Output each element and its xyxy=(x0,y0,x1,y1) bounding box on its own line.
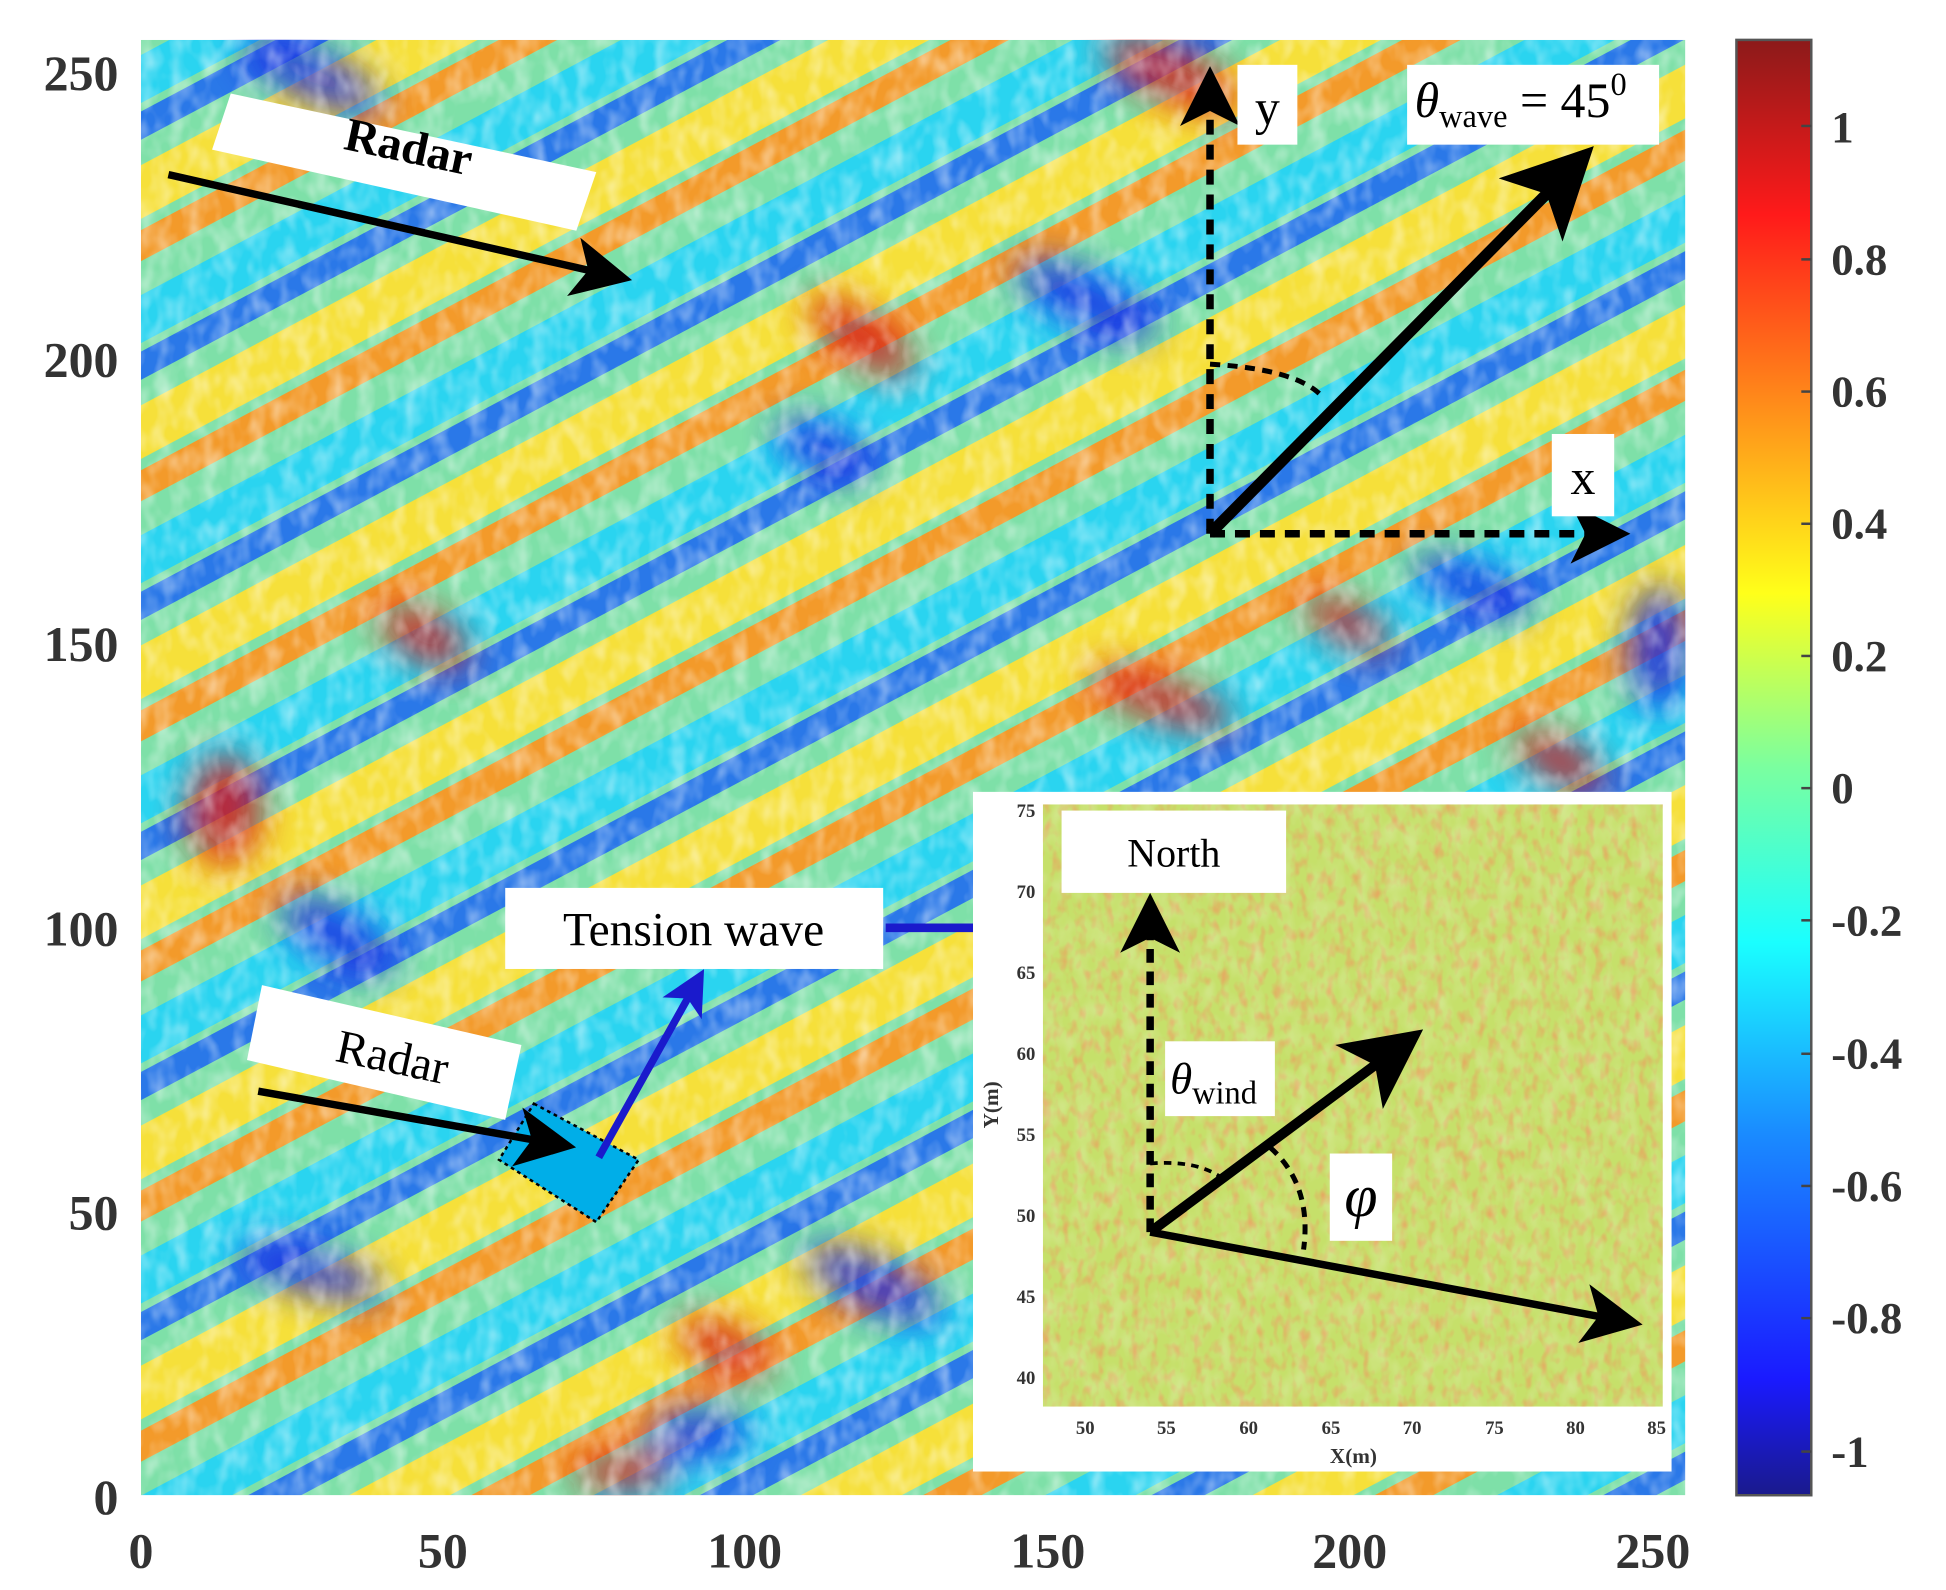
svg-text:-0.2: -0.2 xyxy=(1831,895,1902,945)
svg-text:50: 50 xyxy=(69,1186,119,1241)
svg-text:55: 55 xyxy=(1017,1125,1036,1146)
axis-y-label: y xyxy=(1237,64,1298,145)
inset-panel: 40 45 50 55 60 65 70 75 50 55 60 65 70 7… xyxy=(973,791,1672,1472)
radar-label-bottom: Radar xyxy=(246,985,522,1120)
theta-wind-label: θwind xyxy=(1165,1041,1275,1117)
svg-text:50: 50 xyxy=(418,1524,468,1579)
svg-text:65: 65 xyxy=(1017,963,1036,984)
svg-text:0.2: 0.2 xyxy=(1831,631,1887,681)
svg-text:y: y xyxy=(1255,81,1280,136)
axis-x-label: x xyxy=(1551,433,1615,517)
svg-text:80: 80 xyxy=(1566,1418,1585,1439)
tension-wave-label: Tension wave xyxy=(505,887,884,969)
svg-text:250: 250 xyxy=(1615,1524,1690,1579)
svg-text:0.8: 0.8 xyxy=(1831,234,1887,284)
phi-label: φ xyxy=(1329,1153,1393,1241)
x-axis-ticks: 0 50 100 150 200 250 xyxy=(128,1524,1690,1579)
svg-text:0: 0 xyxy=(128,1524,153,1579)
colorbar: 1 0.8 0.6 0.4 0.2 0 -0.2 -0.4 -0.6 -0.8 … xyxy=(1735,38,1902,1497)
svg-text:75: 75 xyxy=(1017,801,1036,822)
svg-text:55: 55 xyxy=(1157,1418,1176,1439)
svg-text:250: 250 xyxy=(44,46,119,101)
svg-text:Tension wave: Tension wave xyxy=(563,904,824,956)
svg-text:150: 150 xyxy=(1010,1524,1085,1579)
svg-text:150: 150 xyxy=(44,617,119,672)
svg-text:100: 100 xyxy=(44,901,119,956)
svg-text:φ: φ xyxy=(1344,1163,1377,1229)
svg-text:1: 1 xyxy=(1831,102,1853,152)
svg-text:100: 100 xyxy=(707,1524,782,1579)
svg-text:50: 50 xyxy=(1017,1206,1036,1227)
svg-text:-0.6: -0.6 xyxy=(1831,1161,1902,1211)
svg-text:60: 60 xyxy=(1017,1044,1036,1065)
svg-text:200: 200 xyxy=(1312,1524,1387,1579)
svg-text:-0.8: -0.8 xyxy=(1831,1293,1902,1343)
svg-text:45: 45 xyxy=(1017,1287,1036,1308)
svg-text:-1: -1 xyxy=(1831,1427,1868,1477)
svg-text:0: 0 xyxy=(94,1470,119,1525)
inset-x-label: X(m) xyxy=(1330,1444,1377,1468)
wind-direction-arrow xyxy=(1147,1029,1424,1237)
svg-text:70: 70 xyxy=(1017,882,1036,903)
svg-text:θwind: θwind xyxy=(1170,1054,1257,1112)
y-axis-ticks: 0 50 100 150 200 250 xyxy=(44,46,119,1525)
north-label: North xyxy=(1061,810,1287,893)
radar-look-arrow-inset xyxy=(1149,1228,1643,1344)
inset-y-label: Y(m) xyxy=(979,1081,1003,1128)
svg-text:65: 65 xyxy=(1322,1418,1341,1439)
svg-text:0.4: 0.4 xyxy=(1831,499,1887,549)
svg-text:200: 200 xyxy=(44,333,119,388)
svg-text:θwave = 450: θwave = 450 xyxy=(1415,67,1627,135)
svg-text:40: 40 xyxy=(1017,1368,1036,1389)
svg-text:0.6: 0.6 xyxy=(1831,367,1887,417)
svg-text:75: 75 xyxy=(1485,1418,1504,1439)
radar-arrow-bottom xyxy=(257,1087,577,1167)
svg-text:85: 85 xyxy=(1647,1418,1666,1439)
svg-text:-0.4: -0.4 xyxy=(1831,1029,1902,1079)
svg-text:x: x xyxy=(1571,450,1596,505)
theta-wave-label: θwave = 450 xyxy=(1407,64,1660,145)
svg-text:North: North xyxy=(1127,831,1220,876)
svg-text:70: 70 xyxy=(1403,1418,1422,1439)
svg-text:0: 0 xyxy=(1831,763,1853,813)
svg-text:60: 60 xyxy=(1239,1418,1258,1439)
radar-arrow-top xyxy=(167,170,633,297)
svg-text:50: 50 xyxy=(1076,1418,1095,1439)
xy-coordinate-frame xyxy=(1180,66,1631,564)
tension-wave-direction-arrow xyxy=(595,969,705,1160)
